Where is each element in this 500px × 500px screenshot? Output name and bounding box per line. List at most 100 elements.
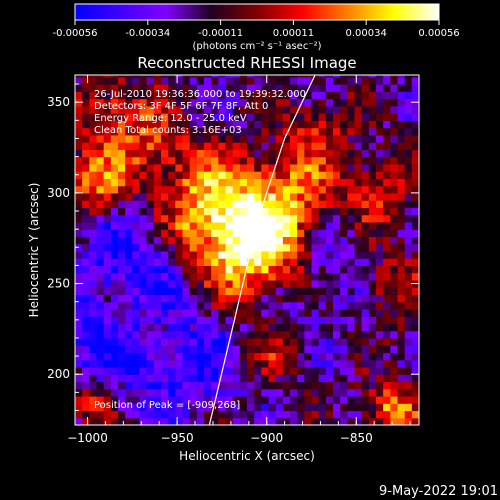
heatmap-cell xyxy=(340,395,348,404)
heatmap-cell xyxy=(261,149,270,158)
heatmap-cell xyxy=(161,250,169,259)
heatmap-cell xyxy=(347,178,356,187)
heatmap-cell xyxy=(311,301,320,310)
heatmap-cell xyxy=(304,127,313,136)
heatmap-cell xyxy=(333,113,341,121)
heatmap-cell xyxy=(132,279,141,288)
heatmap-cell xyxy=(247,366,255,375)
heatmap-cell xyxy=(347,200,356,208)
heatmap-cell xyxy=(153,395,162,404)
heatmap-cell xyxy=(354,294,363,303)
heatmap-cell xyxy=(146,207,155,216)
heatmap-cell xyxy=(175,323,184,332)
heatmap-cell xyxy=(118,323,126,332)
heatmap-cell xyxy=(383,156,391,165)
heatmap-cell xyxy=(211,279,219,288)
heatmap-cell xyxy=(118,381,126,390)
heatmap-cell xyxy=(118,330,126,339)
heatmap-cell xyxy=(318,214,327,223)
heatmap-cell xyxy=(182,185,191,194)
heatmap-cell xyxy=(132,287,141,296)
heatmap-cell xyxy=(196,301,205,310)
heatmap-cell xyxy=(168,308,176,317)
heatmap-cell xyxy=(239,359,248,368)
heatmap-cell xyxy=(225,221,234,230)
heatmap-cell xyxy=(268,374,277,383)
heatmap-cell xyxy=(125,388,133,397)
heatmap-cell xyxy=(275,192,284,201)
heatmap-cell xyxy=(340,120,348,129)
heatmap-cell xyxy=(175,200,184,208)
heatmap-cell xyxy=(354,76,363,85)
heatmap-cell xyxy=(304,163,313,172)
heatmap-cell xyxy=(340,330,348,339)
heatmap-cell xyxy=(376,149,384,158)
heatmap-cell xyxy=(96,316,105,325)
heatmap-cell xyxy=(161,330,169,339)
heatmap-cell xyxy=(175,75,184,78)
heatmap-cell xyxy=(204,388,212,397)
heatmap-cell xyxy=(189,127,198,136)
heatmap-cell xyxy=(189,76,198,85)
heatmap-cell xyxy=(96,142,105,150)
heatmap-cell xyxy=(239,113,248,121)
heatmap-cell xyxy=(325,374,334,383)
heatmap-cell xyxy=(333,279,341,288)
heatmap-cell xyxy=(211,192,219,201)
heatmap-cell xyxy=(376,91,384,100)
heatmap-cell xyxy=(196,265,205,274)
heatmap-cell xyxy=(390,279,399,288)
heatmap-cell xyxy=(204,134,212,143)
heatmap-cell xyxy=(397,279,406,288)
heatmap-cell xyxy=(411,294,419,303)
heatmap-cell xyxy=(390,236,399,245)
heatmap-cell xyxy=(404,120,413,129)
heatmap-cell xyxy=(211,352,219,361)
heatmap-cell xyxy=(196,381,205,390)
heatmap-cell xyxy=(161,105,169,114)
heatmap-cell xyxy=(204,279,212,288)
heatmap-cell xyxy=(368,142,377,150)
heatmap-cell xyxy=(268,200,277,208)
heatmap-cell xyxy=(297,250,305,259)
heatmap-cell xyxy=(196,352,205,361)
heatmap-cell xyxy=(247,84,255,92)
heatmap-cell xyxy=(397,374,406,383)
heatmap-cell xyxy=(297,388,305,397)
heatmap-cell xyxy=(325,359,334,368)
heatmap-cell xyxy=(182,265,191,274)
heatmap-cell xyxy=(168,403,176,412)
heatmap-cell xyxy=(347,323,356,332)
heatmap-cell xyxy=(146,149,155,158)
heatmap-cell xyxy=(125,403,133,412)
heatmap-cell xyxy=(376,374,384,383)
heatmap-cell xyxy=(196,294,205,303)
heatmap-cell xyxy=(368,359,377,368)
heatmap-cell xyxy=(311,308,320,317)
heatmap-cell xyxy=(125,374,133,383)
heatmap-cell xyxy=(261,279,270,288)
heatmap-cell xyxy=(204,120,212,129)
heatmap-cell xyxy=(325,316,334,325)
heatmap-cell xyxy=(103,156,112,165)
heatmap-cell xyxy=(182,294,191,303)
heatmap-cell xyxy=(282,265,291,274)
heatmap-cell xyxy=(232,75,241,78)
heatmap-cell xyxy=(182,308,191,317)
heatmap-cell xyxy=(383,374,391,383)
heatmap-cell xyxy=(139,395,148,404)
heatmap-cell xyxy=(118,345,126,354)
heatmap-cell xyxy=(361,76,370,85)
heatmap-cell xyxy=(103,337,112,346)
heatmap-cell xyxy=(103,374,112,383)
heatmap-cell xyxy=(340,374,348,383)
heatmap-cell xyxy=(304,105,313,114)
heatmap-cell xyxy=(168,243,176,252)
heatmap-cell xyxy=(168,345,176,354)
heatmap-cell xyxy=(196,272,205,281)
heatmap-cell xyxy=(268,84,277,92)
heatmap-cell xyxy=(218,395,227,404)
heatmap-cell xyxy=(175,345,184,354)
heatmap-cell xyxy=(132,113,141,121)
heatmap-cell xyxy=(110,403,119,412)
